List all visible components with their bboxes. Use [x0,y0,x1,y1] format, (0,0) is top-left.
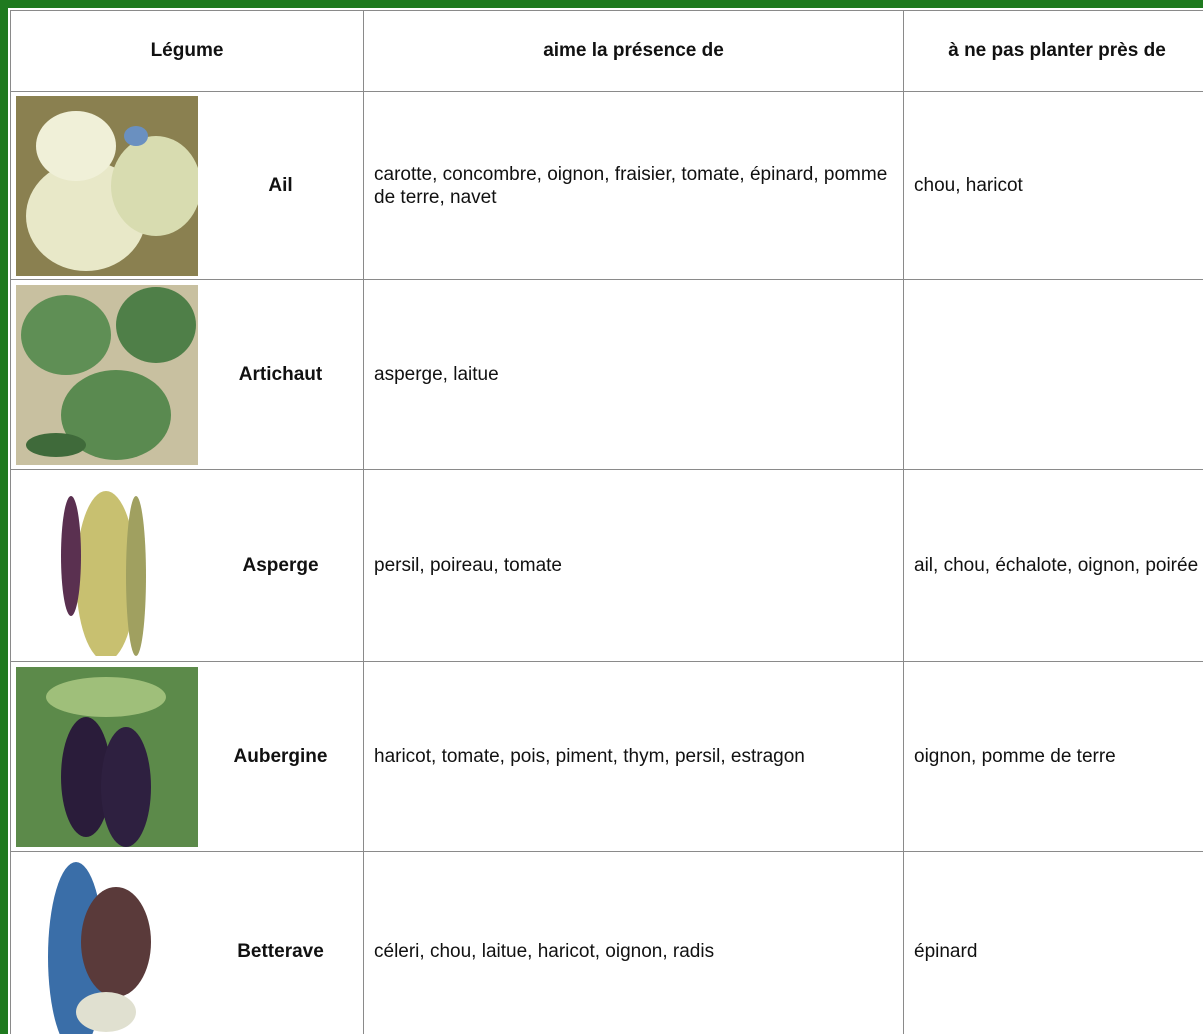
table-row: Aubergine haricot, tomate, pois, piment, … [10,661,1203,852]
photo-shape [101,726,151,847]
photo-shape [26,432,86,457]
avoid-cell: oignon, pomme de terre [903,661,1203,852]
table-body: Ail carotte, concombre, oignon, fraisier,… [10,91,1203,1034]
vegetable-cell: Artichaut [10,279,364,470]
likes-cell: carotte, concombre, oignon, fraisier, to… [363,91,904,280]
photo-shape [46,676,166,717]
photo-shape [126,495,146,656]
photo-shape [81,886,151,997]
photo-shape [111,135,198,236]
table-row: Ail carotte, concombre, oignon, fraisier,… [10,91,1203,280]
vegetable-photo [16,284,198,465]
likes-cell: asperge, laitue [363,279,904,470]
header-cell: aime la présence de [363,10,904,92]
vegetable-photo [16,861,198,1034]
vegetable: Aubergine [11,666,363,847]
vegetable-name: Asperge [242,554,319,576]
vegetable-cell: Aubergine [10,661,364,852]
vegetable-cell: Betterave [10,851,364,1034]
likes-cell: persil, poireau, tomate [363,469,904,662]
vegetable-name: Aubergine [233,745,328,767]
vegetable-photo [16,666,198,847]
photo-shape [61,495,81,616]
vegetable: Ail [11,95,363,276]
header-row: Légume aime la présence de à ne pas plan… [10,10,1203,92]
photo-shape [48,861,104,1034]
photo-shape [76,490,136,656]
photo-shape [116,286,196,363]
avoid-cell [903,279,1203,470]
photo-shape [61,716,111,837]
companion-table: Légume aime la présence de à ne pas plan… [10,10,1203,1034]
vegetable-cell: Asperge [10,469,364,662]
likes-cell: haricot, tomate, pois, piment, thym, per… [363,661,904,852]
vegetable-name: Artichaut [238,363,323,385]
photo-shape [61,369,171,460]
vegetable: Artichaut [11,284,363,465]
vegetable-photo [16,95,198,276]
photo-shape [76,991,136,1032]
avoid-cell: ail, chou, échalote, oignon, poirée [903,469,1203,662]
avoid-cell: épinard [903,851,1203,1034]
photo-shape [21,294,111,375]
table-row: Asperge persil, poireau, tomate ail, chou,… [10,469,1203,662]
avoid-cell: chou, haricot [903,91,1203,280]
vegetable-cell: Ail [10,91,364,280]
photo-shape [36,110,116,181]
vegetable-name: Betterave [237,940,324,962]
table-row: Artichaut asperge, laitue [10,279,1203,470]
likes-cell: céleri, chou, laitue, haricot, oignon, r… [363,851,904,1034]
photo-shape [124,125,148,146]
header-cell: à ne pas planter près de [903,10,1203,92]
table-row: Betterave céleri, chou, laitue, haricot, … [10,851,1203,1034]
vegetable-photo [16,475,198,656]
vegetable: Asperge [11,475,363,656]
header-cell: Légume [10,10,364,92]
vegetable: Betterave [11,861,363,1034]
vegetable-name: Ail [268,174,293,196]
